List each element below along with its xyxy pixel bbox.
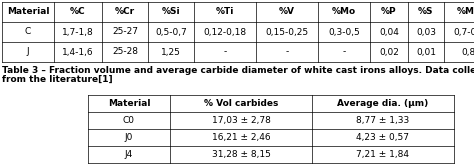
- Text: 0,03: 0,03: [416, 28, 436, 36]
- Text: J4: J4: [125, 150, 133, 159]
- Text: % Vol carbides: % Vol carbides: [204, 99, 278, 108]
- Text: J0: J0: [125, 133, 133, 142]
- Text: from the literature[1]: from the literature[1]: [2, 75, 113, 84]
- Text: 1,4-1,6: 1,4-1,6: [62, 48, 94, 56]
- Text: 0,02: 0,02: [379, 48, 399, 56]
- Text: 8,77 ± 1,33: 8,77 ± 1,33: [356, 116, 410, 125]
- Text: Table 3 – Fraction volume and average carbide diameter of white cast irons alloy: Table 3 – Fraction volume and average ca…: [2, 66, 474, 75]
- Text: 0,15-0,25: 0,15-0,25: [265, 28, 309, 36]
- Text: %Mo: %Mo: [332, 7, 356, 16]
- Text: %Mn: %Mn: [457, 7, 474, 16]
- Text: 16,21 ± 2,46: 16,21 ± 2,46: [212, 133, 270, 142]
- Text: 0,04: 0,04: [379, 28, 399, 36]
- Text: 25-28: 25-28: [112, 48, 138, 56]
- Text: C: C: [25, 28, 31, 36]
- Text: %C: %C: [70, 7, 86, 16]
- Text: 25-27: 25-27: [112, 28, 138, 36]
- Text: 0,01: 0,01: [416, 48, 436, 56]
- Text: 7,21 ± 1,84: 7,21 ± 1,84: [356, 150, 410, 159]
- Text: 1,25: 1,25: [161, 48, 181, 56]
- Text: 4,23 ± 0,57: 4,23 ± 0,57: [356, 133, 410, 142]
- Text: C0: C0: [123, 116, 135, 125]
- Text: 0,12-0,18: 0,12-0,18: [203, 28, 246, 36]
- Text: %Cr: %Cr: [115, 7, 135, 16]
- Text: 0,3-0,5: 0,3-0,5: [328, 28, 360, 36]
- Text: -: -: [223, 48, 227, 56]
- Text: -: -: [285, 48, 289, 56]
- Text: Average dia. (μm): Average dia. (μm): [337, 99, 428, 108]
- Text: 0,7-0,9: 0,7-0,9: [453, 28, 474, 36]
- Text: %V: %V: [279, 7, 295, 16]
- Text: 0,5-0,7: 0,5-0,7: [155, 28, 187, 36]
- Text: 0,8: 0,8: [462, 48, 474, 56]
- Text: 31,28 ± 8,15: 31,28 ± 8,15: [211, 150, 271, 159]
- Text: J: J: [27, 48, 29, 56]
- Text: Material: Material: [7, 7, 49, 16]
- Text: 17,03 ± 2,78: 17,03 ± 2,78: [211, 116, 271, 125]
- Text: Material: Material: [108, 99, 150, 108]
- Text: -: -: [342, 48, 346, 56]
- Text: %Ti: %Ti: [216, 7, 234, 16]
- Text: %Si: %Si: [162, 7, 180, 16]
- Text: %S: %S: [418, 7, 434, 16]
- Text: %P: %P: [381, 7, 397, 16]
- Text: 1,7-1,8: 1,7-1,8: [62, 28, 94, 36]
